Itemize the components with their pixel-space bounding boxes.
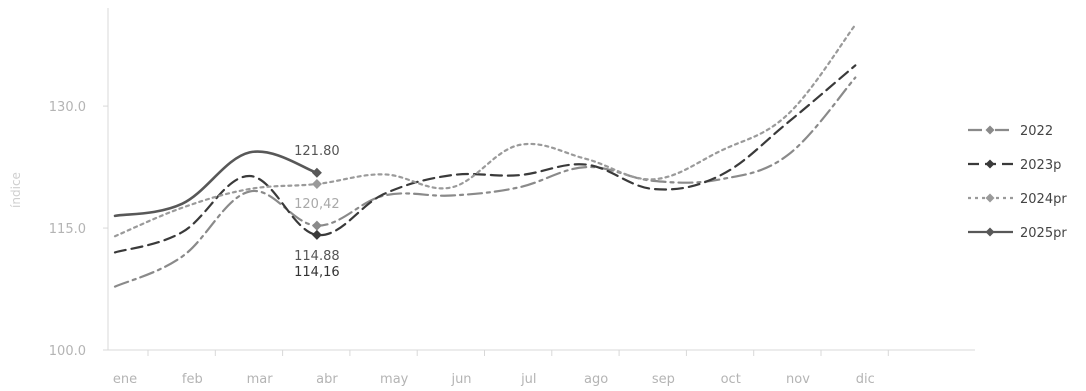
legend-label: 2025pr	[1020, 226, 1067, 241]
series-line-2023p	[113, 64, 857, 254]
x-tick-label: jul	[520, 372, 536, 387]
legend-label: 2024pr	[1020, 192, 1067, 207]
x-tick-label: feb	[182, 372, 203, 387]
y-tick-label: 130.0	[49, 100, 86, 115]
x-tick-label: ago	[584, 372, 608, 387]
x-tick-label: may	[380, 372, 409, 387]
legend: 2022 2023p 2024pr 2025pr	[968, 124, 1067, 241]
data-point-2024pr-abr	[311, 178, 322, 189]
data-point-2025pr-abr	[311, 167, 322, 178]
y-ticks: 100.0 115.0 130.0	[49, 100, 108, 359]
legend-marker	[985, 125, 995, 135]
annotation-2024pr: 120,42	[294, 197, 340, 212]
x-tick-label: dic	[856, 372, 875, 387]
legend-marker	[985, 159, 995, 169]
y-axis-title: índice	[9, 172, 23, 208]
legend-marker	[985, 193, 995, 203]
legend-item-2024pr: 2024pr	[968, 192, 1067, 207]
x-tick-label: oct	[721, 372, 741, 387]
legend-marker	[985, 227, 995, 237]
data-point-2023p-abr	[311, 229, 322, 240]
x-tick-label: abr	[316, 372, 338, 387]
x-ticks: ene feb mar abr may jun jul ago sep oct nov dic	[113, 350, 889, 387]
x-tick-label: nov	[786, 372, 810, 387]
y-tick-label: 115.0	[49, 222, 86, 237]
series-lines	[113, 23, 857, 288]
series-line-2025pr	[113, 150, 319, 218]
axes	[107, 8, 975, 351]
x-tick-label: jun	[450, 372, 471, 387]
annotation-2023p: 114,16	[294, 265, 340, 280]
data-point-2022-abr	[311, 220, 322, 231]
x-tick-label: sep	[652, 372, 675, 387]
legend-item-2022: 2022	[968, 124, 1053, 139]
legend-label: 2022	[1020, 124, 1053, 139]
y-tick-label: 100.0	[49, 344, 86, 359]
legend-item-2023p: 2023p	[968, 158, 1061, 173]
annotation-2025pr: 121.80	[294, 144, 340, 159]
x-tick-label: mar	[247, 372, 274, 387]
series-line-2022	[113, 76, 857, 288]
x-tick-label: ene	[113, 372, 137, 387]
y-axis-label: índice	[9, 172, 23, 208]
series-line-2024pr	[113, 23, 857, 238]
legend-item-2025pr: 2025pr	[968, 226, 1067, 241]
legend-label: 2023p	[1020, 158, 1061, 173]
annotation-2022: 114.88	[294, 249, 340, 264]
